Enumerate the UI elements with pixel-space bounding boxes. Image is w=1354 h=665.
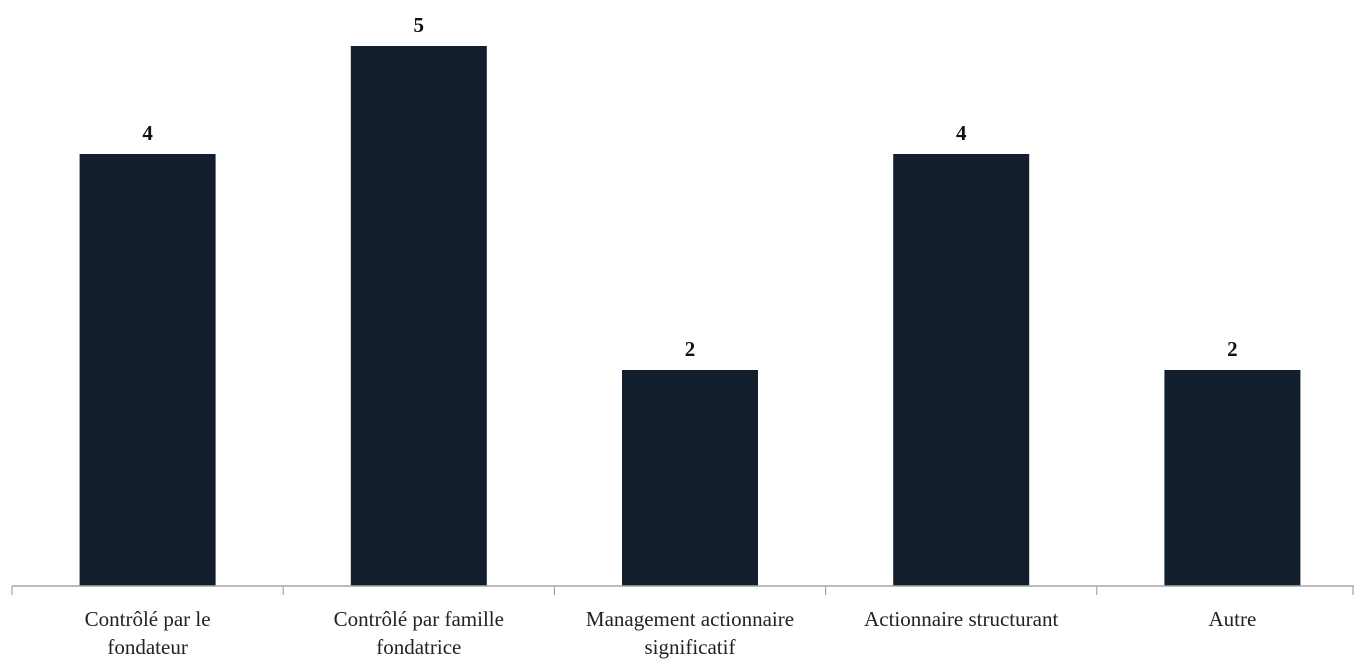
bar-2 — [350, 46, 487, 586]
bars-layer — [79, 46, 1301, 586]
data-label-2: 5 — [414, 13, 425, 37]
category-label-2: Contrôlé par famille fondatrice — [334, 607, 504, 659]
category-label-4: Actionnaire structurant — [864, 607, 1058, 631]
data-label-5: 2 — [1227, 337, 1238, 361]
category-label-3: Management actionnaire significatif — [586, 607, 794, 659]
data-label-3: 2 — [685, 337, 696, 361]
category-labels-layer: Contrôlé par le fondateur Contrôlé par fam… — [85, 607, 1257, 659]
data-labels-layer: 4 5 2 4 2 — [142, 13, 1237, 361]
data-label-1: 4 — [142, 121, 153, 145]
bar-1 — [79, 154, 216, 586]
x-axis — [11, 585, 1354, 595]
bar-4 — [893, 154, 1030, 586]
category-label-1: Contrôlé par le fondateur — [85, 607, 211, 659]
category-label-5: Autre — [1208, 607, 1256, 631]
bar-5 — [1164, 370, 1301, 586]
data-label-4: 4 — [956, 121, 967, 145]
bar-3 — [622, 370, 758, 586]
